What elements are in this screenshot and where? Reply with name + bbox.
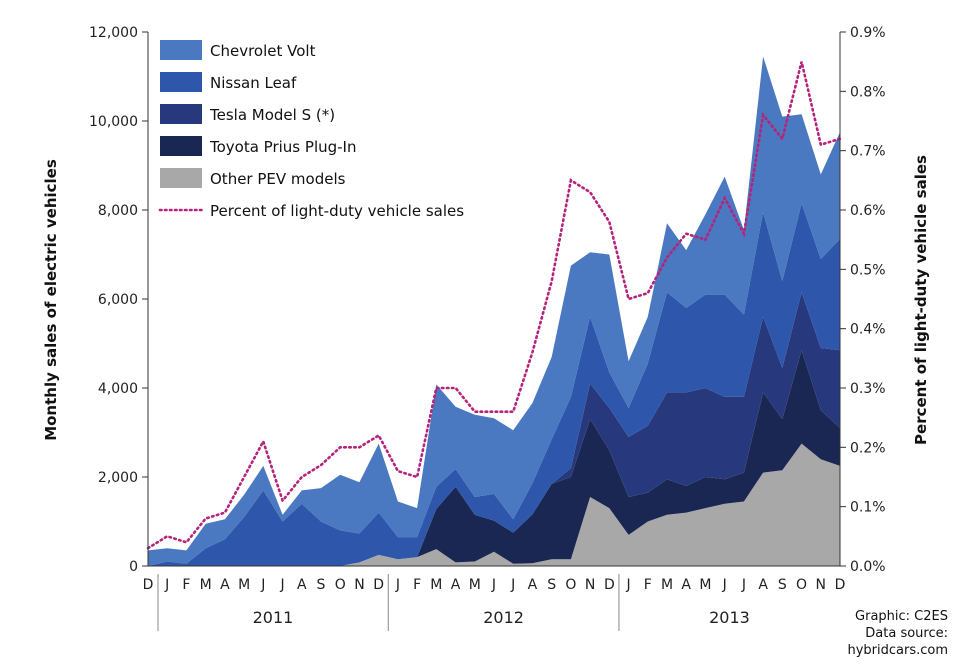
year-label: 2013 <box>709 608 750 627</box>
y-tick-label: 12,000 <box>89 25 138 41</box>
credit-source: hybridcars.com <box>847 643 948 658</box>
area-nissan-leaf <box>148 203 840 567</box>
year-labels: 2011 2012 2013 <box>157 574 750 631</box>
month-label: A <box>758 577 768 593</box>
month-label: S <box>317 577 326 593</box>
month-label: O <box>796 577 807 593</box>
area-tesla-model-s <box>148 292 840 566</box>
percent-line-layer <box>146 61 842 550</box>
month-label: M <box>200 577 212 593</box>
month-label: N <box>585 577 595 593</box>
y2-tick-label: 0.5% <box>850 262 886 278</box>
month-label: J <box>164 577 169 593</box>
legend-swatch-toyota-prius-plug-in <box>160 136 202 156</box>
month-label: A <box>528 577 538 593</box>
month-label: A <box>297 577 307 593</box>
y2-tick-label: 0.0% <box>850 559 886 575</box>
month-label: M <box>699 577 711 593</box>
month-label: M <box>238 577 250 593</box>
month-label: J <box>395 577 400 593</box>
month-label: A <box>681 577 691 593</box>
y-tick-label: 4,000 <box>98 381 138 397</box>
month-label: F <box>644 577 652 593</box>
month-label: J <box>510 577 515 593</box>
year-label: 2012 <box>483 608 524 627</box>
y2-tick-label: 0.8% <box>850 84 886 100</box>
month-label: O <box>565 577 576 593</box>
y2-tick-label: 0.4% <box>850 322 886 338</box>
month-label: M <box>661 577 673 593</box>
y2-tick-label: 0.1% <box>850 500 886 516</box>
legend-swatch-nissan-leaf <box>160 72 202 92</box>
y2-tick-label: 0.3% <box>850 381 886 397</box>
month-label: J <box>741 577 746 593</box>
stacked-areas <box>148 56 840 567</box>
month-label: D <box>835 577 846 593</box>
month-label: M <box>430 577 442 593</box>
year-label: 2011 <box>253 608 294 627</box>
y-axis-title: Monthly sales of electric vehicles <box>42 159 60 441</box>
legend-label-nissan-leaf: Nissan Leaf <box>210 74 297 92</box>
area-other-pev-models <box>148 443 840 566</box>
month-label: J <box>625 577 630 593</box>
y2-tick-label: 0.2% <box>850 440 886 456</box>
y2-tick-label: 0.9% <box>850 25 886 41</box>
legend-label-tesla-model-s: Tesla Model S (*) <box>209 106 335 124</box>
legend: Chevrolet Volt Nissan Leaf Tesla Model S (… <box>158 40 464 220</box>
y-tick-label: 2,000 <box>98 470 138 486</box>
y2-tick-label: 0.6% <box>850 203 886 219</box>
y-tick-label: 6,000 <box>98 292 138 308</box>
legend-label-toyota-prius-plug-in: Toyota Prius Plug-In <box>209 138 356 156</box>
y2-tick-label: 0.7% <box>850 144 886 160</box>
legend-label-chevrolet-volt: Chevrolet Volt <box>210 42 316 60</box>
month-label: J <box>722 577 727 593</box>
month-label: F <box>413 577 421 593</box>
y2-axis-title: Percent of light-duty vehicle sales <box>912 155 930 445</box>
legend-swatch-tesla-model-s <box>160 104 202 124</box>
legend-swatch-chevrolet-volt <box>160 40 202 60</box>
y-tick-label: 0 <box>129 559 138 575</box>
month-label: J <box>279 577 284 593</box>
legend-swatch-other-pev-models <box>160 168 202 188</box>
legend-label-other-pev-models: Other PEV models <box>210 170 346 188</box>
month-label: D <box>143 577 154 593</box>
legend-label-percent-of-light-duty-vehicle-sales: Percent of light-duty vehicle sales <box>210 202 464 220</box>
month-label: M <box>469 577 481 593</box>
month-label: A <box>220 577 230 593</box>
month-label: F <box>182 577 190 593</box>
month-label: J <box>260 577 265 593</box>
y-tick-label: 10,000 <box>89 114 138 130</box>
month-label: D <box>604 577 615 593</box>
month-label: D <box>373 577 384 593</box>
area-chevrolet-volt <box>148 56 840 566</box>
credit-graphic: Graphic: C2ES <box>855 609 948 624</box>
left-axis-ticks: 0 2,000 4,000 6,000 8,000 10,000 12,000 <box>89 25 148 575</box>
month-label: S <box>547 577 556 593</box>
month-label: S <box>778 577 787 593</box>
percent-line <box>146 61 842 550</box>
credit-source-label: Data source: <box>865 626 948 641</box>
month-label: O <box>335 577 346 593</box>
month-label: N <box>816 577 826 593</box>
y-tick-label: 8,000 <box>98 203 138 219</box>
month-label: J <box>491 577 496 593</box>
right-axis-ticks: 0.0% 0.1% 0.2% 0.3% 0.4% 0.5% 0.6% 0.7% 0.8% 0.9% <box>840 25 886 575</box>
area-toyota-prius-plug-in <box>148 350 840 566</box>
month-label: N <box>354 577 364 593</box>
month-label: A <box>451 577 461 593</box>
